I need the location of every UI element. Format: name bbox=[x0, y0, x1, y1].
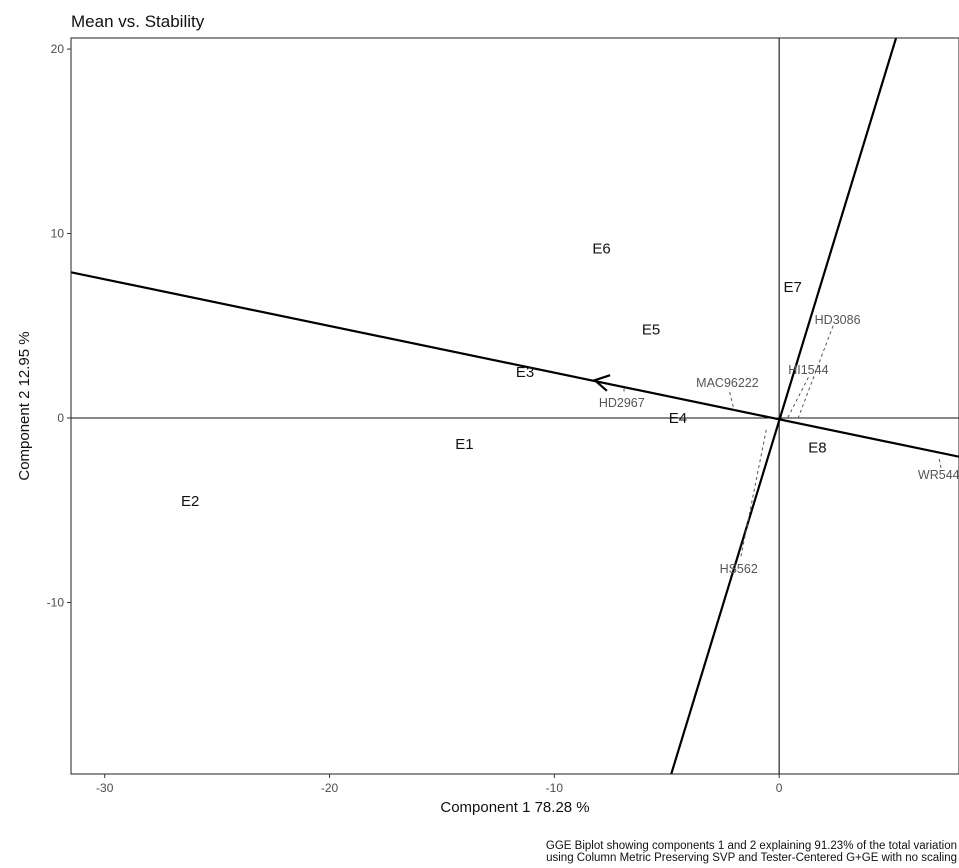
plot-area: E1 E2 E3 E4 E5 E6 E7 E8 HD3086 HI1544 MAC96222 HD2… bbox=[71, 38, 959, 774]
x-tick-label: -20 bbox=[321, 781, 339, 795]
y-tick-label: 20 bbox=[51, 42, 65, 56]
projection-line bbox=[740, 427, 768, 557]
y-axis-title: Component 2 12.95 % bbox=[16, 331, 33, 480]
mean-direction-arrowhead bbox=[592, 374, 611, 392]
aec-ordinate-line bbox=[670, 38, 898, 774]
chart-title: Mean vs. Stability bbox=[71, 12, 205, 31]
projection-line bbox=[938, 456, 942, 468]
environment-label: E5 bbox=[642, 321, 660, 338]
x-tick-label: -30 bbox=[96, 781, 114, 795]
environment-label: E2 bbox=[181, 493, 199, 510]
genotype-label: HI1544 bbox=[788, 363, 828, 377]
y-tick-label: -10 bbox=[47, 595, 65, 609]
aec-abscissa-line bbox=[71, 271, 959, 458]
environment-label: E3 bbox=[516, 364, 534, 381]
y-axis: -10 0 10 20 bbox=[47, 42, 71, 609]
caption-line-2: using Column Metric Preserving SVP and T… bbox=[546, 852, 957, 864]
projection-line bbox=[796, 325, 834, 421]
environment-label: E1 bbox=[455, 436, 473, 453]
genotype-label: WR544 bbox=[918, 468, 959, 482]
y-tick-label: 0 bbox=[57, 411, 64, 425]
genotype-label: MAC96222 bbox=[696, 376, 759, 390]
projection-line bbox=[729, 392, 735, 411]
x-axis-title: Component 1 78.28 % bbox=[440, 799, 589, 816]
projection-lines bbox=[623, 325, 942, 557]
x-tick-label: -10 bbox=[546, 781, 564, 795]
plot-frame bbox=[70, 37, 959, 775]
x-axis: -30 -20 -10 0 bbox=[96, 774, 783, 795]
genotype-label: HS562 bbox=[720, 562, 758, 576]
caption-line-1: GGE Biplot showing components 1 and 2 ex… bbox=[546, 840, 957, 852]
projection-line bbox=[786, 377, 809, 420]
environment-label: E8 bbox=[808, 440, 826, 457]
environment-label: E7 bbox=[783, 279, 801, 296]
environment-label: E6 bbox=[592, 240, 610, 257]
genotype-label: HD3086 bbox=[815, 313, 861, 327]
environment-label: E4 bbox=[669, 410, 687, 427]
genotype-label: HD2967 bbox=[599, 396, 645, 410]
genotype-labels: HD3086 HI1544 MAC96222 HD2967 WR544 HS562 bbox=[599, 313, 959, 576]
y-tick-label: 10 bbox=[51, 227, 65, 241]
x-tick-label: 0 bbox=[776, 781, 783, 795]
environment-labels: E1 E2 E3 E4 E5 E6 E7 E8 bbox=[181, 240, 827, 510]
